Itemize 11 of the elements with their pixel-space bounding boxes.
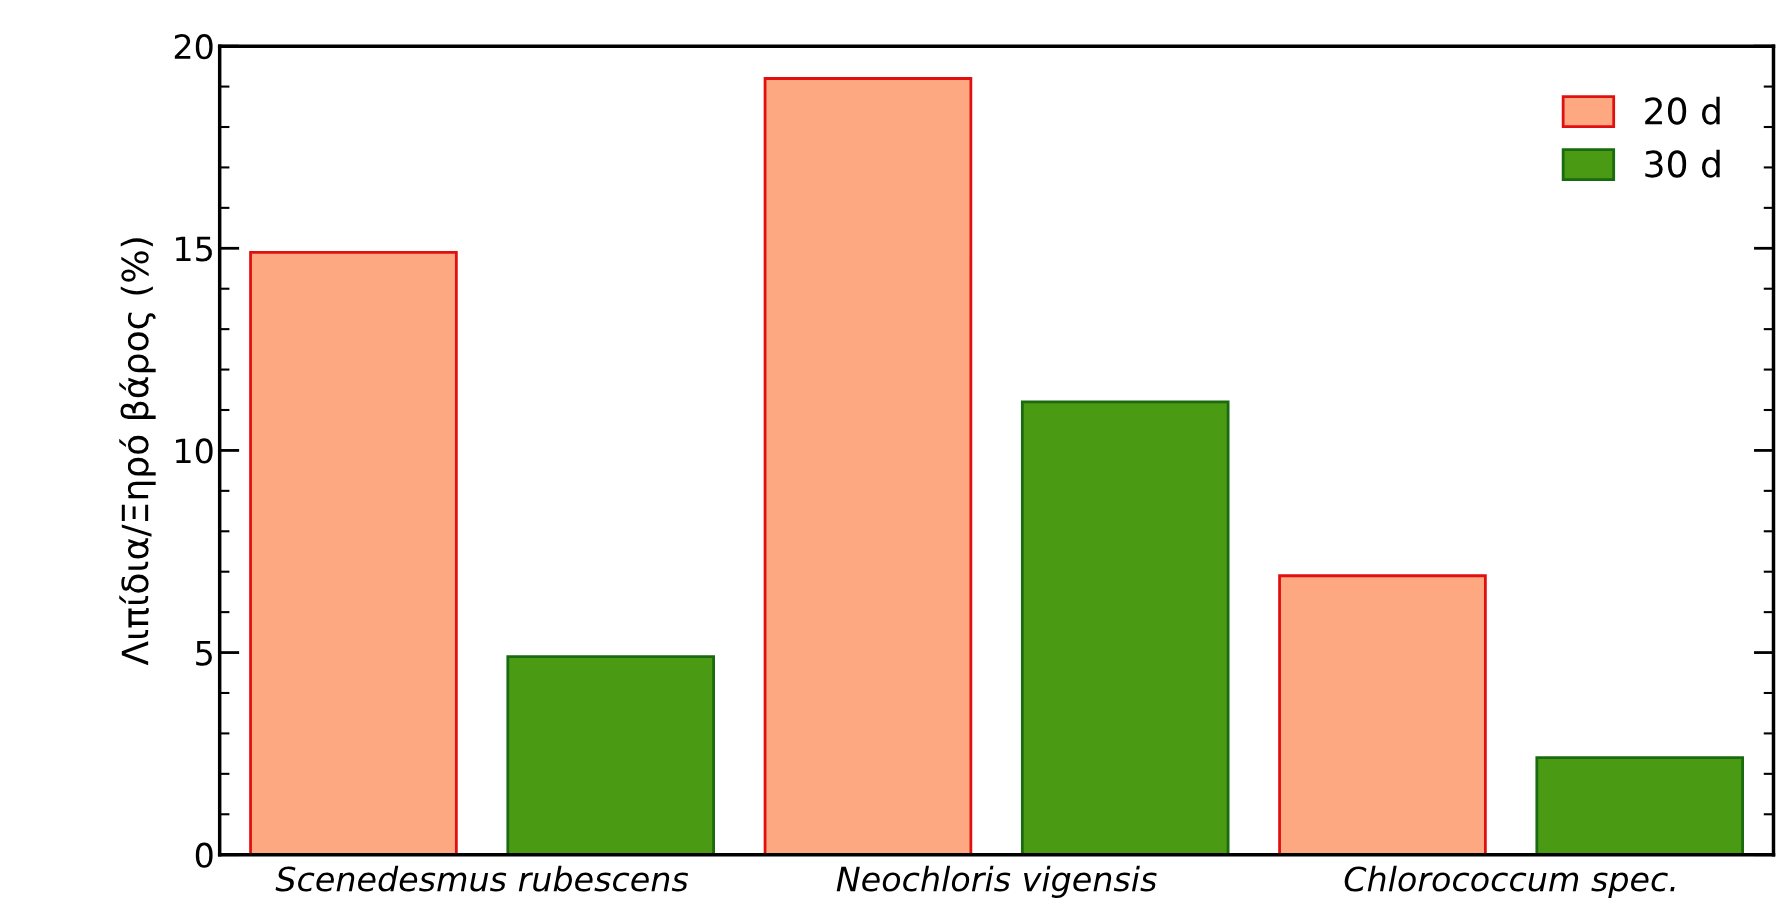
y-tick-label: 10 xyxy=(176,438,213,464)
y-tick-label: 5 xyxy=(196,640,212,666)
y-axis-title: Λιπίδια/Ξηρό βάρος (%) xyxy=(119,238,156,666)
x-tick-label: Chlorococcum spec. xyxy=(1344,865,1675,899)
y-tick-label: 15 xyxy=(176,236,212,262)
x-tick-label: Scenedesmus rubescens xyxy=(275,865,689,892)
legend-label: 30 d xyxy=(1645,149,1720,178)
x-tick-label: Neochloris vigensis xyxy=(836,865,1157,899)
legend-label: 20 d xyxy=(1645,96,1720,125)
y-tick-label: 20 xyxy=(174,34,213,60)
y-tick-label: 0 xyxy=(195,842,213,868)
